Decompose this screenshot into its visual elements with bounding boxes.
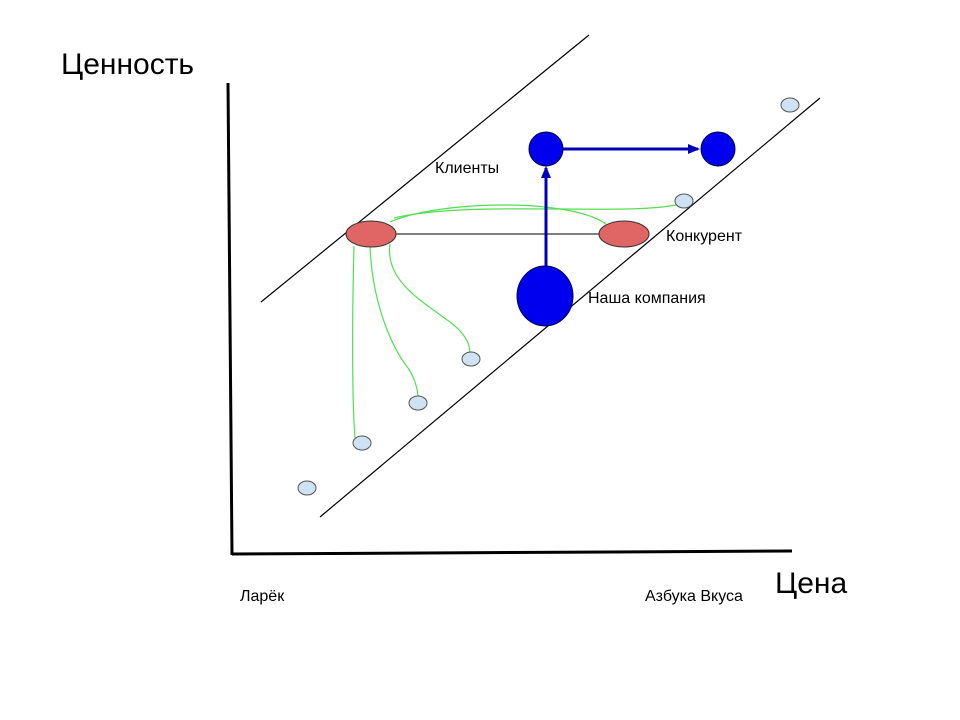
company-node-right (700, 131, 736, 167)
upper-band-line (260, 34, 590, 303)
client-link-2 (369, 245, 419, 399)
y-axis (226, 82, 234, 556)
client-dot (461, 351, 481, 367)
client-dot (297, 480, 317, 496)
client-link-5 (393, 204, 677, 219)
client-dot (780, 97, 800, 113)
x-axis-title: Цена (775, 567, 847, 600)
competitor-node-left (345, 220, 397, 248)
client-link-1 (352, 245, 356, 439)
client-links (352, 204, 677, 439)
client-dot (674, 193, 694, 209)
client-dot (352, 435, 372, 451)
our-company-label: Наша компания (588, 290, 706, 307)
client-dot (408, 395, 428, 411)
client-dots (297, 97, 800, 496)
company-node-up (528, 131, 564, 167)
x-axis-low-label: Ларёк (240, 588, 285, 605)
client-link-3 (388, 243, 471, 354)
x-axis (231, 549, 793, 556)
x-axis-high-label: Азбука Вкуса (645, 588, 743, 605)
competitor-label: Конкурент (666, 228, 743, 245)
client-link-4 (389, 204, 607, 225)
company-node-main (516, 265, 574, 327)
clients-label: Клиенты (435, 160, 499, 177)
competitor-node-right (598, 220, 650, 248)
y-axis-title: Ценность (61, 48, 194, 81)
